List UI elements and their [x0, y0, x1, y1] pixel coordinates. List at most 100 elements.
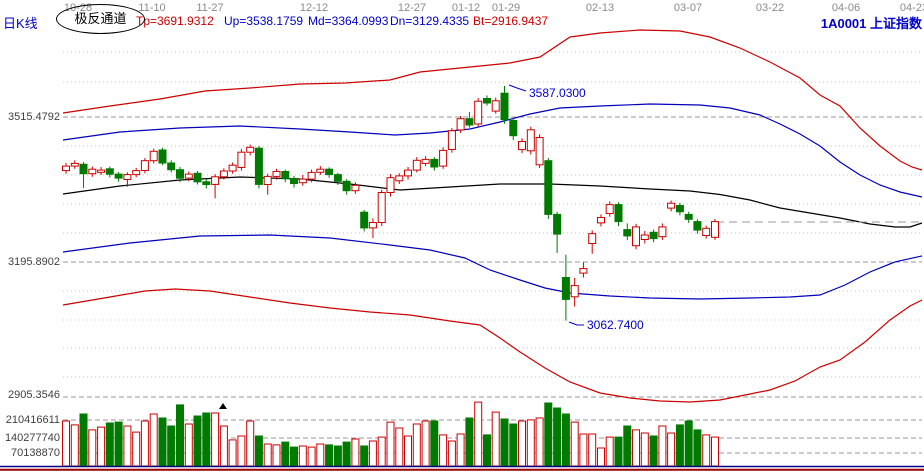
volume-bar: [465, 417, 474, 467]
candle[interactable]: [184, 173, 193, 179]
candle[interactable]: [290, 178, 298, 185]
candle[interactable]: [404, 169, 412, 177]
candle[interactable]: [70, 162, 79, 167]
candle[interactable]: [298, 178, 307, 184]
volume-bar: [561, 413, 570, 467]
candle[interactable]: [535, 137, 544, 166]
candle[interactable]: [474, 100, 483, 125]
candle[interactable]: [246, 146, 255, 153]
candle[interactable]: [447, 130, 456, 150]
date-tick: 03-22: [755, 2, 785, 14]
candle[interactable]: [333, 174, 342, 182]
candle[interactable]: [167, 162, 176, 171]
candle[interactable]: [140, 160, 149, 171]
candle[interactable]: [132, 170, 141, 176]
volume-bar: [711, 436, 719, 467]
candle[interactable]: [588, 233, 597, 244]
candle[interactable]: [368, 222, 377, 229]
candle[interactable]: [430, 158, 439, 168]
candle[interactable]: [693, 221, 702, 231]
candle[interactable]: [667, 202, 676, 209]
candle[interactable]: [211, 176, 220, 185]
candle[interactable]: [386, 177, 395, 193]
candle[interactable]: [605, 204, 614, 215]
volume-bar: [97, 426, 106, 467]
candle[interactable]: [412, 159, 421, 171]
symbol-label: 1A0001 上证指数: [820, 16, 922, 31]
candle[interactable]: [553, 213, 562, 235]
candle[interactable]: [254, 147, 263, 185]
candle[interactable]: [281, 171, 290, 180]
candle[interactable]: [623, 229, 632, 237]
candle[interactable]: [158, 149, 167, 164]
volume-bar: [684, 420, 693, 467]
candle[interactable]: [658, 226, 667, 238]
volume-bar: [140, 420, 149, 467]
candle[interactable]: [307, 171, 316, 180]
candle[interactable]: [561, 277, 570, 300]
candle[interactable]: [675, 205, 684, 213]
candle[interactable]: [342, 180, 351, 192]
candle[interactable]: [351, 184, 360, 192]
candle[interactable]: [88, 168, 97, 175]
candle[interactable]: [360, 211, 369, 229]
volume-bar: [421, 420, 430, 467]
candle[interactable]: [97, 169, 106, 173]
y-axis-label: 2905.3546: [8, 389, 60, 401]
candle[interactable]: [649, 231, 658, 240]
candle[interactable]: [500, 92, 509, 121]
channel-name-label: 极反通道: [74, 11, 127, 26]
date-tick: 11-27: [196, 2, 224, 14]
candle[interactable]: [597, 217, 605, 224]
candle[interactable]: [518, 141, 526, 151]
candle[interactable]: [62, 165, 70, 172]
candle[interactable]: [579, 268, 588, 274]
candle[interactable]: [325, 168, 334, 176]
volume-bar: [535, 417, 544, 467]
candle[interactable]: [465, 118, 474, 126]
param-tp: Tp=3691.9312: [136, 14, 214, 28]
channel-line-dn: [62, 234, 923, 300]
volume-bar: [211, 412, 220, 467]
candle[interactable]: [263, 175, 272, 185]
volume-bar: [360, 445, 369, 467]
volume-bar: [597, 447, 605, 467]
candle[interactable]: [272, 171, 281, 177]
candle[interactable]: [79, 163, 88, 175]
candle[interactable]: [114, 173, 123, 179]
candle[interactable]: [702, 227, 711, 237]
candle[interactable]: [228, 164, 237, 172]
candle[interactable]: [105, 168, 114, 175]
candle[interactable]: [193, 172, 202, 183]
candle[interactable]: [640, 234, 649, 240]
candle[interactable]: [439, 149, 448, 167]
candle[interactable]: [395, 175, 404, 182]
candle[interactable]: [614, 204, 623, 223]
candle[interactable]: [456, 118, 465, 131]
volume-bar: [281, 441, 290, 467]
candle[interactable]: [570, 285, 579, 298]
candle[interactable]: [202, 181, 211, 186]
candle[interactable]: [316, 168, 325, 173]
candle[interactable]: [711, 221, 719, 238]
candle[interactable]: [377, 192, 386, 223]
volume-bar: [544, 402, 553, 467]
candle[interactable]: [237, 151, 246, 168]
candle[interactable]: [544, 160, 553, 215]
candle[interactable]: [509, 120, 518, 137]
candle[interactable]: [149, 150, 158, 162]
candle[interactable]: [684, 213, 693, 220]
candle[interactable]: [632, 226, 640, 247]
candle[interactable]: [421, 158, 430, 164]
candle[interactable]: [491, 100, 500, 112]
candle[interactable]: [176, 169, 184, 179]
channel-name-badge[interactable]: 极反通道: [56, 4, 145, 34]
candle[interactable]: [219, 170, 228, 178]
channel-line-bt: [62, 288, 923, 403]
candle[interactable]: [526, 129, 535, 152]
volume-bar: [351, 438, 360, 467]
volume-bar: [325, 444, 334, 467]
candle[interactable]: [123, 174, 132, 181]
candle[interactable]: [483, 98, 491, 104]
